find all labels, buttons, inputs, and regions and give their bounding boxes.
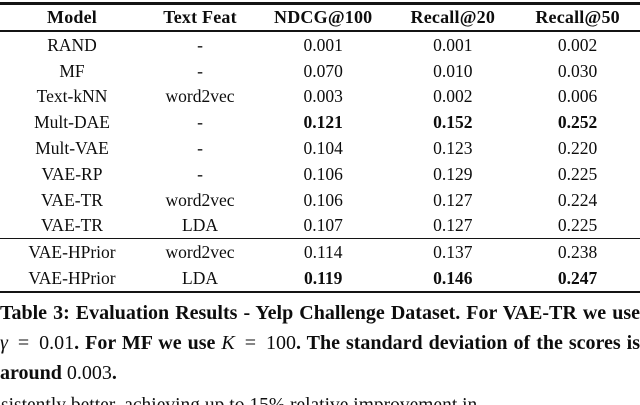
table-row: RAND - 0.001 0.001 0.002 — [0, 31, 640, 58]
table-cell: 0.225 — [557, 163, 598, 184]
table-cell: 0.002 — [557, 34, 598, 55]
table-row: MF - 0.070 0.010 0.030 — [0, 58, 640, 84]
header-row: Model Text Feat NDCG@100 Recall@20 Recall@50 — [0, 4, 640, 31]
table-cell: 0.127 — [433, 189, 473, 210]
table-cell: 0.107 — [303, 215, 343, 236]
table-header: Model Text Feat NDCG@100 Recall@20 Recall@50 — [0, 4, 640, 31]
table-cell: 0.220 — [557, 138, 598, 159]
table-row: VAE-HPrior LDA 0.119 0.146 0.247 — [0, 265, 640, 292]
table-cell: word2vec — [165, 86, 235, 107]
table-row: VAE-TR word2vec 0.106 0.127 0.224 — [0, 187, 640, 213]
table-cell: - — [197, 112, 203, 133]
table-cell: 0.129 — [433, 163, 473, 184]
table-caption: Table 3: Evaluation Results - Yelp Chall… — [0, 298, 640, 388]
table-row: Text-kNN word2vec 0.003 0.002 0.006 — [0, 84, 640, 110]
table-cell: word2vec — [165, 189, 235, 210]
column-header: Model — [47, 7, 97, 27]
table-cell: 0.224 — [557, 189, 598, 210]
table-cell: 0.001 — [433, 34, 473, 55]
table-row: VAE-TR LDA 0.107 0.127 0.225 — [0, 212, 640, 238]
table-cell: 0.003 — [303, 86, 343, 107]
column-header: NDCG@100 — [274, 7, 373, 27]
table-cell: - — [197, 163, 203, 184]
table-cell: MF — [59, 60, 85, 81]
caption-segment: . For MF we use — [74, 331, 222, 354]
table-row: VAE-HPrior word2vec 0.114 0.137 0.238 — [0, 238, 640, 265]
table-cell: - — [197, 34, 203, 55]
column-header: Recall@20 — [410, 7, 496, 27]
table-cell: 0.002 — [433, 86, 473, 107]
table-cell: 0.119 — [303, 267, 343, 288]
table-cell: 0.127 — [433, 215, 473, 236]
table-cell: 0.137 — [433, 242, 473, 263]
table-cell: 0.114 — [303, 242, 343, 263]
caption-segment: 0.003 — [66, 361, 112, 384]
table-cell: 0.238 — [557, 242, 598, 263]
caption-segment: = 0.01 — [7, 331, 75, 354]
table-cell: - — [197, 60, 203, 81]
column-header: Recall@50 — [535, 7, 620, 27]
caption-segment: . — [111, 361, 117, 384]
table-cell: 0.225 — [557, 215, 598, 236]
table-cell: 0.247 — [557, 267, 598, 288]
column-header: Text Feat — [163, 7, 237, 27]
table-cell: 0.146 — [433, 267, 473, 288]
table-cell: 0.010 — [433, 60, 473, 81]
table-cell: RAND — [47, 34, 97, 55]
table-cell: VAE-RP — [41, 163, 103, 184]
table-cell: 0.030 — [557, 60, 598, 81]
table-cell: 0.001 — [303, 34, 343, 55]
results-table: Model Text Feat NDCG@100 Recall@20 Recall@50… — [0, 2, 640, 293]
table-cell: VAE-HPrior — [28, 242, 116, 263]
caption-segment: = 100 — [234, 331, 296, 354]
table-cell: VAE-TR — [41, 189, 103, 210]
table-cell: 0.006 — [557, 86, 598, 107]
table-cell: 0.121 — [303, 112, 343, 133]
table-row: Mult-DAE - 0.121 0.152 0.252 — [0, 109, 640, 135]
table-cell: 0.070 — [303, 60, 343, 81]
table-cell: 0.106 — [303, 189, 343, 210]
table-cell: 0.106 — [303, 163, 343, 184]
table-cell: - — [197, 138, 203, 159]
table-cell: Mult-DAE — [34, 112, 110, 133]
table-cell: 0.123 — [433, 138, 473, 159]
caption-segment: . The standard deviation of the scores i… — [0, 331, 640, 384]
table-cell: Text-kNN — [36, 86, 108, 107]
table-row: Mult-VAE - 0.104 0.123 0.220 — [0, 135, 640, 161]
table-cell: VAE-TR — [41, 215, 103, 236]
table-row: VAE-RP - 0.106 0.129 0.225 — [0, 161, 640, 187]
table-cell: LDA — [182, 267, 218, 288]
table-cell: 0.104 — [303, 138, 343, 159]
caption-segment: Table 3: Evaluation Results - Yelp Chall… — [0, 301, 640, 324]
table-cell: 0.152 — [433, 112, 473, 133]
caption-segment: K — [221, 331, 235, 354]
clipped-body-text: sistently better, achieving up to 15% re… — [1, 394, 640, 405]
table-cell: VAE-HPrior — [28, 267, 116, 288]
caption-segment: γ — [0, 331, 8, 354]
table-body: RAND - 0.001 0.001 0.002 MF - 0.070 0.010 0.030 Te… — [0, 31, 640, 292]
table-cell: word2vec — [165, 242, 235, 263]
table-cell: 0.252 — [557, 112, 598, 133]
table-cell: LDA — [182, 215, 218, 236]
table-cell: Mult-VAE — [35, 138, 109, 159]
